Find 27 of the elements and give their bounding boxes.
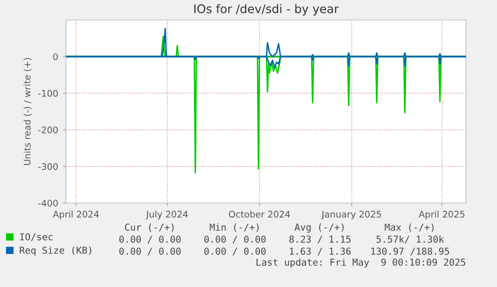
text: 0.00 / 0.00 [204,236,266,244]
text: Max (-/+) [384,223,434,232]
x-tick-label: April 2024 [52,210,99,220]
text: 130.97 /188.95 [371,248,450,256]
x-tick-label: July 2024 [146,210,188,220]
x-tick-label: January 2025 [321,210,381,220]
y-tick-label: -300 [38,163,58,170]
text: 5.57k/ 1.30k [376,235,444,244]
text: 8.23 / 1.15 [289,236,351,244]
text: Avg (-/+) [294,223,344,233]
chart-title: IOs for /dev/sdi - by year [194,4,339,16]
text: Last update: Fri May 9 00:10:09 2025 [256,258,466,268]
text: 0.00 / 0.00 [119,236,181,244]
x-tick-label: April 2025 [418,210,464,220]
legend-label: Req Size (KB) [20,246,92,256]
x-tick-label: October 2024 [229,210,290,218]
text: 0.00 / 0.00 [204,248,266,256]
text: 0.00 / 0.00 [119,248,181,256]
text: 1.63 / 1.36 [290,248,351,256]
legend-label: IO/sec [20,233,53,242]
y-tick-label: 0 [53,53,58,60]
y-tick-label: -100 [38,90,58,97]
y-tick-label: -400 [38,200,58,207]
text: Cur (-/+) [125,223,174,232]
text: Min (-/+) [210,223,259,232]
y-tick-label: -200 [38,126,58,134]
y-axis-title: Units read (-) / write (+) [24,58,32,165]
